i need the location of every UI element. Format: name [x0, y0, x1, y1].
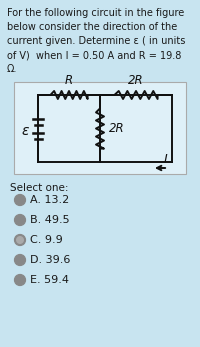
Text: I: I — [163, 153, 167, 166]
Bar — [14, 82, 186, 174]
Text: ε: ε — [22, 124, 29, 137]
Text: Select one:: Select one: — [10, 183, 68, 193]
Text: B. 49.5: B. 49.5 — [30, 215, 70, 225]
Circle shape — [14, 195, 26, 205]
Text: D. 39.6: D. 39.6 — [30, 255, 70, 265]
Circle shape — [14, 254, 26, 265]
Circle shape — [14, 214, 26, 226]
Text: E. 59.4: E. 59.4 — [30, 275, 69, 285]
Circle shape — [14, 274, 26, 286]
Text: 2R: 2R — [109, 122, 125, 135]
Text: For the following circuit in the figure
below consider the direction of the
curr: For the following circuit in the figure … — [7, 8, 185, 74]
Text: 2R: 2R — [128, 74, 144, 87]
Text: R: R — [65, 74, 73, 87]
Text: C. 9.9: C. 9.9 — [30, 235, 63, 245]
Circle shape — [14, 235, 26, 245]
Text: A. 13.2: A. 13.2 — [30, 195, 69, 205]
Circle shape — [16, 236, 24, 244]
